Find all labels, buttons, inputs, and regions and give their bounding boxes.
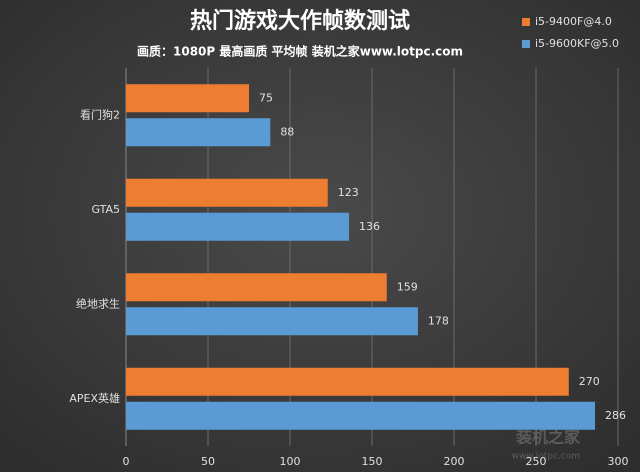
x-tick-label: 250 [526, 455, 547, 468]
x-tick-label: 300 [608, 455, 629, 468]
bar [126, 178, 328, 207]
x-tick-label: 100 [280, 455, 301, 468]
bar [126, 273, 387, 302]
y-tick-label: 绝地求生 [76, 296, 120, 310]
legend-swatch [522, 18, 530, 26]
x-tick-label: 0 [123, 455, 130, 468]
legend-label: i5-9400F@4.0 [535, 15, 612, 28]
bar [126, 367, 569, 396]
value-label: 136 [359, 220, 380, 233]
bar [126, 212, 350, 241]
value-label: 159 [397, 280, 418, 293]
value-label: 178 [428, 314, 449, 327]
chart-title: 热门游戏大作帧数测试 [190, 8, 410, 34]
watermark: 装机之家 [515, 428, 581, 447]
bar [126, 84, 249, 113]
value-label: 270 [579, 375, 600, 388]
legend-label: i5-9600KF@5.0 [535, 37, 619, 50]
value-label: 123 [338, 186, 359, 199]
bar [126, 118, 271, 147]
watermark: www.lotpc.com [512, 452, 580, 462]
bar [126, 401, 596, 430]
legend-swatch [522, 40, 530, 48]
y-tick-label: APEX英雄 [69, 391, 120, 405]
value-label: 88 [280, 125, 294, 138]
y-tick-label: 看门狗2 [80, 107, 120, 121]
value-label: 286 [605, 409, 626, 422]
y-tick-label: GTA5 [91, 203, 120, 216]
x-tick-label: 150 [362, 455, 383, 468]
chart-subtitle: 画质：1080P 最高画质 平均帧 装机之家www.lotpc.com [137, 44, 463, 59]
bar [126, 307, 418, 336]
value-label: 75 [259, 91, 273, 104]
x-tick-label: 50 [201, 455, 215, 468]
x-tick-label: 200 [444, 455, 465, 468]
